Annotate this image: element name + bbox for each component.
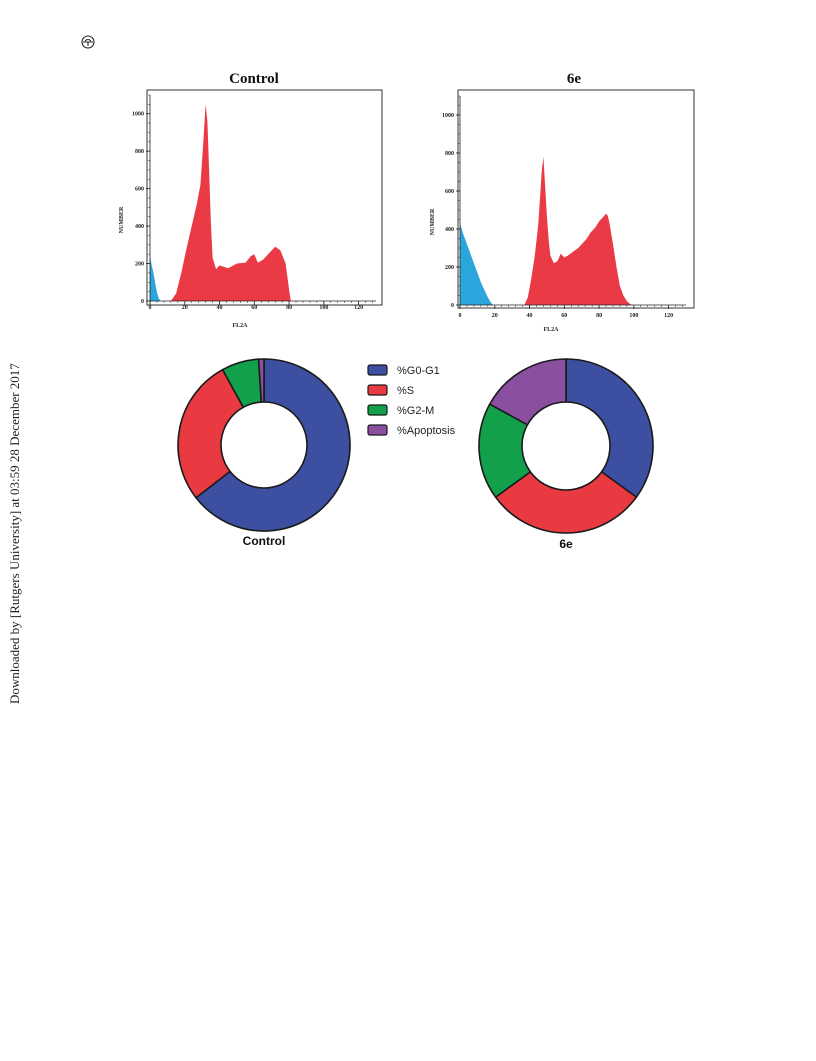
x-tick-label: 100 xyxy=(629,313,638,319)
x-tick-label: 40 xyxy=(217,305,223,311)
x-tick-label: 100 xyxy=(319,305,328,311)
y-tick-label: 400 xyxy=(445,227,454,233)
y-tick-label: 200 xyxy=(445,265,454,271)
histogram-6e: 6e FL2A NUMBER 0 20 40 60 80 100 120 0 200 400 600… xyxy=(430,71,695,333)
histogram-control: Control FL2A NUMBER 0 20 40 60 80 100 120 0 200 4… xyxy=(119,71,383,329)
donut-segment xyxy=(488,358,567,426)
legend-item: %G2-M xyxy=(367,404,434,417)
legend-swatch xyxy=(367,424,388,436)
y-tick-label: 400 xyxy=(135,224,144,230)
x-tick-label: 40 xyxy=(527,313,533,319)
y-tick-label: 800 xyxy=(445,151,454,157)
x-axis-label: FL2A xyxy=(544,327,560,333)
legend-label: %S xyxy=(397,385,414,397)
x-tick-label: 20 xyxy=(182,305,188,311)
histogram-title: Control xyxy=(229,71,279,87)
x-tick-label: 80 xyxy=(596,313,602,319)
y-tick-label: 800 xyxy=(135,149,144,155)
histogram-frame xyxy=(146,89,383,306)
donut-label: 6e xyxy=(559,537,573,551)
y-tick-label: 200 xyxy=(135,262,144,268)
legend-swatch xyxy=(367,364,388,376)
y-axis-label: NUMBER xyxy=(119,206,125,233)
x-tick-label: 120 xyxy=(664,313,673,319)
histogram-series-area xyxy=(170,104,291,302)
donut-segment xyxy=(565,358,654,498)
y-axis-label: NUMBER xyxy=(430,208,436,235)
donut-segment xyxy=(494,471,638,534)
y-tick-label: 1000 xyxy=(442,113,454,119)
donut-segment xyxy=(177,368,245,499)
download-note: Downloaded by [Rutgers University] at 03… xyxy=(7,363,22,704)
x-tick-label: 60 xyxy=(561,313,567,319)
legend-label: %G2-M xyxy=(397,405,434,417)
histogram-title: 6e xyxy=(567,71,582,87)
legend: %G0-G1 %S %G2-M %Apoptosis xyxy=(367,364,456,437)
donut-segment xyxy=(257,358,265,403)
donut-control: Control xyxy=(177,358,351,548)
legend-label: %G0-G1 xyxy=(397,365,440,377)
x-tick-label: 60 xyxy=(251,305,257,311)
histogram-series-area xyxy=(150,256,161,301)
x-tick-label: 0 xyxy=(459,313,462,319)
y-tick-label: 600 xyxy=(135,187,144,193)
y-tick-label: 0 xyxy=(141,299,144,305)
legend-label: %Apoptosis xyxy=(397,425,456,437)
legend-item: %S xyxy=(367,384,414,397)
histogram-frame xyxy=(457,89,695,309)
legend-item: %Apoptosis xyxy=(367,424,456,437)
donut-6e: 6e xyxy=(478,358,654,551)
x-tick-label: 80 xyxy=(286,305,292,311)
x-tick-label: 120 xyxy=(354,305,363,311)
publisher-logo-icon xyxy=(81,35,95,49)
x-tick-label: 0 xyxy=(149,305,152,311)
x-tick-label: 20 xyxy=(492,313,498,319)
y-tick-label: 1000 xyxy=(132,112,144,118)
histogram-series-area xyxy=(460,223,493,305)
donut-label: Control xyxy=(243,534,286,548)
histogram-series-area xyxy=(524,156,633,305)
legend-item: %G0-G1 xyxy=(367,364,440,377)
y-tick-label: 600 xyxy=(445,189,454,195)
x-axis-label: FL2A xyxy=(233,323,249,329)
legend-swatch xyxy=(367,384,388,396)
donut-segment xyxy=(195,358,351,532)
legend-swatch xyxy=(367,404,388,416)
y-tick-label: 0 xyxy=(451,303,454,309)
